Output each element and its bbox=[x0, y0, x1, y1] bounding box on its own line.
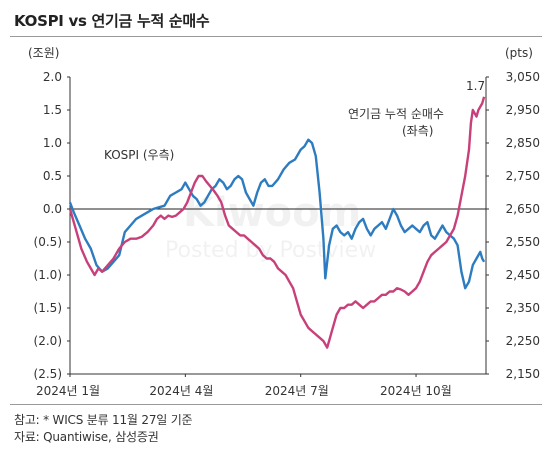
x-tick-label: 2024년 4월 bbox=[149, 384, 213, 398]
x-tick-label: 2024년 10월 bbox=[380, 384, 452, 398]
dual-axis-line-chart: (조원) (pts) 2.0 1.5 1.0 0.5 0.0 (0.5) (1.0) (1.5… bbox=[28, 46, 540, 398]
right-axis-ticks: 3,050 2,950 2,850 2,750 2,650 2,550 2,450 2,350… bbox=[486, 70, 540, 381]
right-tick-label: 2,950 bbox=[506, 103, 540, 117]
watermark-main: Kiwoom bbox=[183, 190, 362, 236]
x-tick-label: 2024년 1월 bbox=[36, 384, 100, 398]
footnote-reference: 참고: * WICS 분류 11월 27일 기준 bbox=[14, 413, 193, 427]
chart-title: KOSPI vs 연기금 누적 순매수 bbox=[14, 12, 210, 30]
left-tick-label: 1.5 bbox=[43, 103, 62, 117]
pension-end-value-label: 1.7 bbox=[466, 79, 485, 93]
right-tick-label: 2,850 bbox=[506, 136, 540, 150]
footnote-source: 자료: Quantiwise, 삼성증권 bbox=[14, 430, 159, 444]
series-layer bbox=[68, 96, 486, 349]
x-axis-labels: 2024년 1월 2024년 4월 2024년 7월 2024년 10월 bbox=[36, 374, 452, 398]
x-tick-label: 2024년 7월 bbox=[265, 384, 329, 398]
pension-series-label: 연기금 누적 순매수 bbox=[348, 107, 444, 121]
left-tick-label: (1.5) bbox=[34, 301, 62, 315]
left-tick-label: (1.0) bbox=[34, 268, 62, 282]
kospi-line bbox=[68, 138, 486, 290]
left-tick-label: (2.0) bbox=[34, 334, 62, 348]
pension-cumulative-line bbox=[68, 96, 486, 349]
right-tick-label: 2,550 bbox=[506, 235, 540, 249]
right-tick-label: 3,050 bbox=[506, 70, 540, 84]
right-tick-label: 2,650 bbox=[506, 202, 540, 216]
left-tick-label: 1.0 bbox=[43, 136, 62, 150]
right-tick-label: 2,450 bbox=[506, 268, 540, 282]
left-tick-label: 0.0 bbox=[43, 202, 62, 216]
title-divider bbox=[10, 36, 542, 37]
right-axis-unit: (pts) bbox=[505, 46, 533, 60]
kospi-series-label: KOSPI (우측) bbox=[104, 148, 174, 162]
footer-divider bbox=[10, 404, 542, 405]
right-tick-label: 2,350 bbox=[506, 301, 540, 315]
left-axis-ticks: 2.0 1.5 1.0 0.5 0.0 (0.5) (1.0) (1.5) (2.0) (2.5) bbox=[34, 70, 70, 381]
pension-series-label-axis: (좌측) bbox=[402, 124, 433, 138]
right-tick-label: 2,750 bbox=[506, 169, 540, 183]
left-axis-unit: (조원) bbox=[28, 46, 59, 60]
left-tick-label: (2.5) bbox=[34, 367, 62, 381]
left-tick-label: 2.0 bbox=[43, 70, 62, 84]
right-tick-label: 2,250 bbox=[506, 334, 540, 348]
left-tick-label: 0.5 bbox=[43, 169, 62, 183]
left-tick-label: (0.5) bbox=[34, 235, 62, 249]
right-tick-label: 2,150 bbox=[506, 367, 540, 381]
